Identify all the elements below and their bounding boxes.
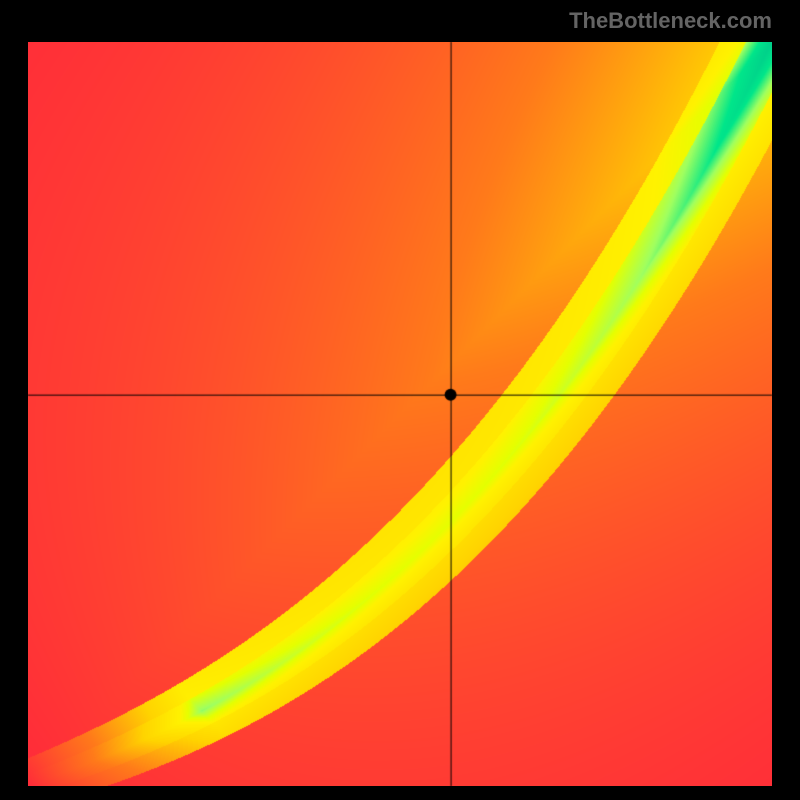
crosshair-overlay [0, 0, 800, 800]
watermark-label: TheBottleneck.com [569, 8, 772, 34]
bottleneck-heatmap: TheBottleneck.com [0, 0, 800, 800]
